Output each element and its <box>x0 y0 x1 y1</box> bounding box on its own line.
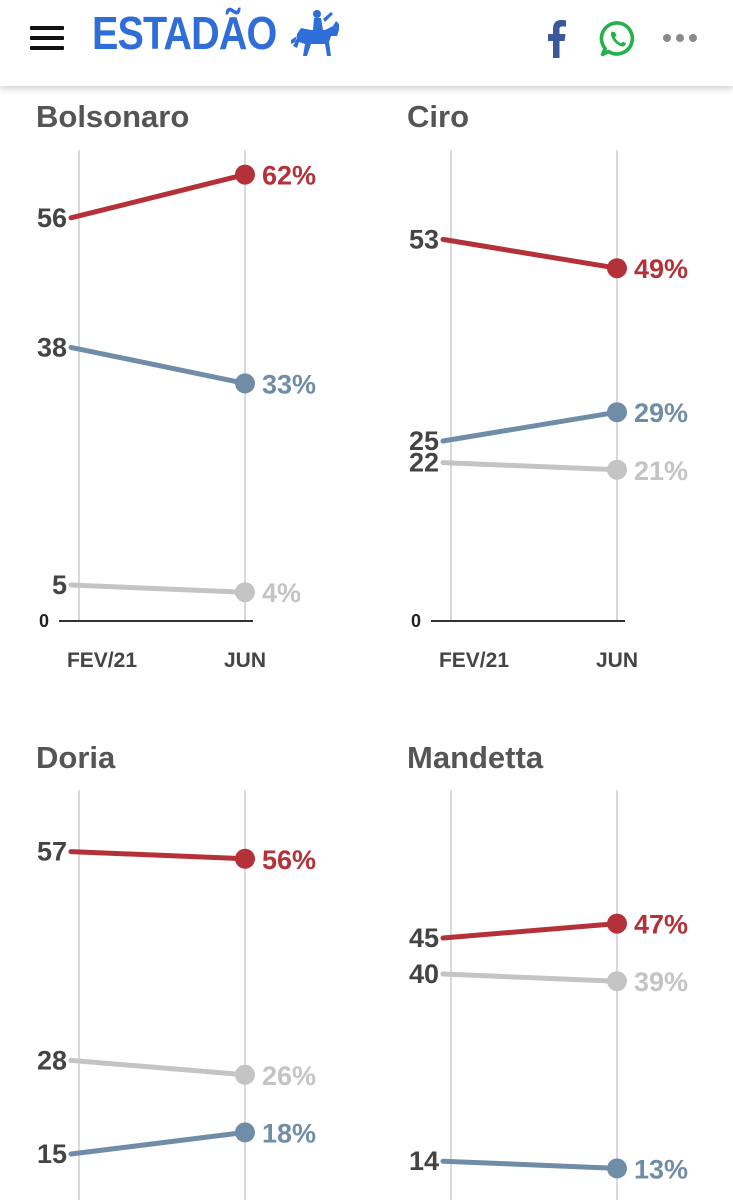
series-line-blue <box>440 1158 620 1171</box>
start-value-label: 57 <box>37 837 67 867</box>
end-value-label: 26% <box>262 1061 316 1091</box>
site-header: ESTADÃO <box>0 0 733 86</box>
start-value-label: 15 <box>37 1139 67 1169</box>
data-point-blue <box>607 1158 627 1179</box>
start-value-label: 28 <box>37 1045 67 1075</box>
end-value-label: 33% <box>262 369 316 399</box>
facebook-icon[interactable] <box>543 20 571 58</box>
series-line-gray <box>68 1057 248 1078</box>
data-point-blue <box>607 402 627 423</box>
series-line-gray <box>440 971 620 984</box>
chart-title: Mandetta <box>407 740 544 775</box>
start-value-label: 25 <box>409 426 439 456</box>
series-line-blue <box>68 344 248 386</box>
data-point-red <box>607 258 627 279</box>
chart-title: Ciro <box>407 99 469 134</box>
x-tick-label: JUN <box>224 649 266 672</box>
series-line-gray <box>68 582 248 595</box>
start-value-label: 5 <box>52 570 67 600</box>
chart-doria: Doria 57 56% 28 26% 15 18% <box>36 740 316 1200</box>
start-value-label: 45 <box>409 923 439 953</box>
end-value-label: 62% <box>262 161 316 191</box>
end-value-label: 18% <box>262 1118 316 1148</box>
x-tick-label: FEV/21 <box>67 649 137 672</box>
series-line-blue <box>440 409 620 444</box>
series-line-red <box>68 849 248 862</box>
end-value-label: 56% <box>262 845 316 875</box>
start-value-label: 53 <box>409 224 439 254</box>
end-value-label: 29% <box>634 398 688 428</box>
horseman-icon <box>291 10 339 56</box>
chart-bolsonaro: Bolsonaro 0 FEV/21 JUN 56 62% 38 33% 5 4% <box>36 99 316 672</box>
end-value-label: 39% <box>634 967 688 997</box>
data-point-gray <box>607 459 627 480</box>
data-point-blue <box>235 373 255 394</box>
y-zero-label: 0 <box>39 611 49 631</box>
end-value-label: 49% <box>634 254 688 284</box>
series-line-red <box>440 921 620 941</box>
end-value-label: 47% <box>634 910 688 940</box>
end-value-label: 21% <box>634 456 688 486</box>
data-point-blue <box>235 1122 255 1143</box>
start-value-label: 56 <box>37 203 67 233</box>
series-line-gray <box>440 460 620 473</box>
site-logo[interactable]: ESTADÃO <box>92 7 277 59</box>
chart-ciro: Ciro 0 FEV/21 JUN 53 49% 25 29% 22 21% <box>407 99 688 672</box>
series-line-blue <box>68 1129 248 1157</box>
data-point-red <box>607 913 627 934</box>
data-point-red <box>235 164 255 185</box>
data-point-red <box>235 848 255 869</box>
end-value-label: 13% <box>634 1154 688 1184</box>
series-line-red <box>440 236 620 271</box>
hamburger-menu-icon[interactable] <box>30 26 64 50</box>
y-zero-label: 0 <box>411 611 421 631</box>
whatsapp-icon[interactable] <box>599 20 637 58</box>
series-line-red <box>68 172 248 221</box>
start-value-label: 38 <box>37 332 67 362</box>
data-point-gray <box>235 1064 255 1085</box>
chart-title: Doria <box>36 740 116 775</box>
end-value-label: 4% <box>262 578 301 608</box>
start-value-label: 22 <box>409 448 439 478</box>
chart-title: Bolsonaro <box>36 99 189 134</box>
start-value-label: 40 <box>409 959 439 989</box>
data-point-gray <box>235 582 255 603</box>
start-value-label: 14 <box>409 1146 439 1176</box>
data-point-gray <box>607 971 627 992</box>
chart-mandetta: Mandetta 45 47% 40 39% 14 13% <box>407 740 688 1200</box>
more-dots-icon[interactable] <box>662 33 698 43</box>
x-tick-label: JUN <box>596 649 638 672</box>
x-tick-label: FEV/21 <box>439 649 509 672</box>
